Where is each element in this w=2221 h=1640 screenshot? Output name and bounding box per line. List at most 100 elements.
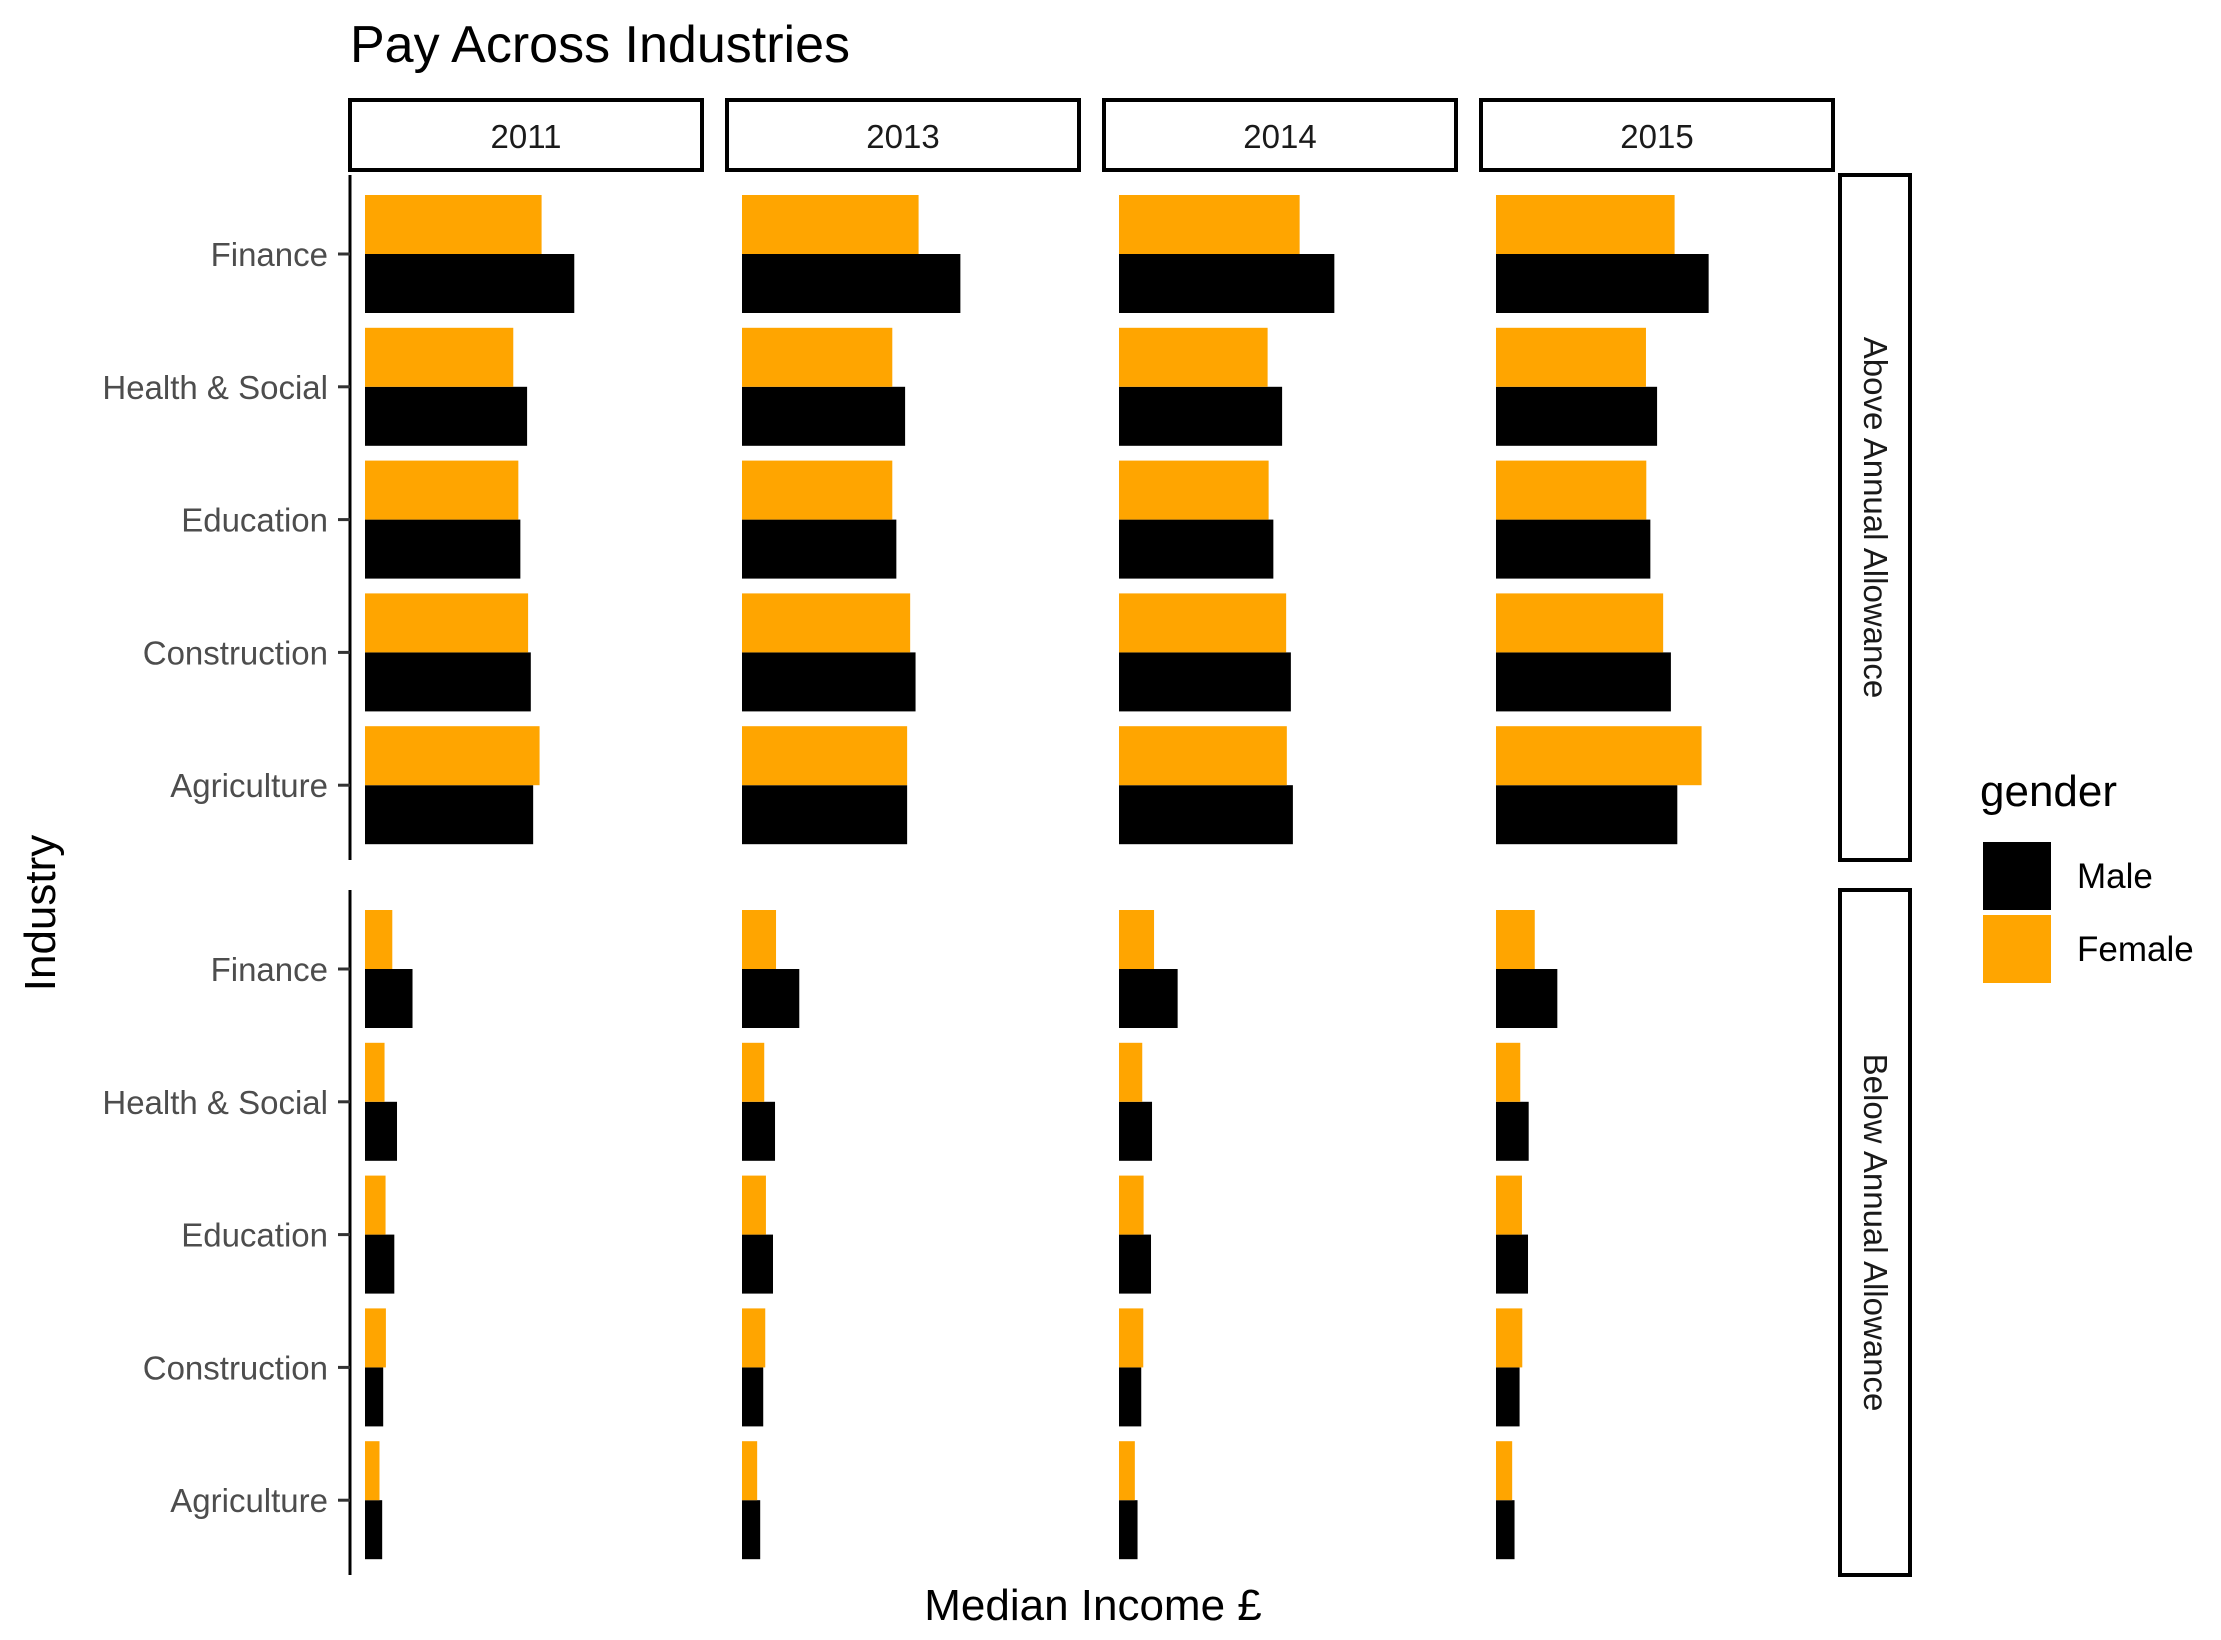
facet-strip-2014 (1102, 98, 1458, 172)
bar-2015-above-annual-allowance-education-male (1496, 519, 1651, 579)
bar-2014-below-annual-allowance-health-and-social-male (1119, 1101, 1153, 1161)
y-tick-label-health-and-social: Health & Social (102, 369, 328, 406)
bar-2013-below-annual-allowance-construction-female (742, 1308, 766, 1368)
bar-2013-below-annual-allowance-education-male (742, 1234, 774, 1294)
x-axis-title: Median Income £ (924, 1581, 1262, 1630)
bar-2013-below-annual-allowance-finance-male (742, 969, 800, 1028)
bar-2011-below-annual-allowance-education-male (365, 1234, 395, 1294)
bar-2013-below-annual-allowance-construction-male (742, 1367, 764, 1427)
bar-2014-below-annual-allowance-construction-male (1119, 1367, 1142, 1427)
bar-2015-above-annual-allowance-health-and-social-female (1496, 327, 1646, 387)
bar-2013-below-annual-allowance-health-and-social-female (742, 1042, 765, 1102)
facet-strip-label-2011: 2011 (491, 118, 562, 155)
bar-2014-below-annual-allowance-education-male (1119, 1234, 1152, 1294)
legend-label-male: Male (2077, 857, 2153, 896)
y-axis-title: Industry (16, 835, 65, 992)
legend: gender Male Female (1980, 767, 2194, 983)
facet-strip-label-2014: 2014 (1243, 118, 1316, 155)
facet-row-label-above-annual-allowance: Above Annual Allowance (1857, 337, 1894, 698)
legend-title: gender (1980, 767, 2117, 816)
bar-2014-below-annual-allowance-health-and-social-female (1119, 1042, 1143, 1102)
y-tick-label-education: Education (181, 502, 328, 539)
bar-2011-above-annual-allowance-construction-male (365, 652, 531, 712)
bar-2014-below-annual-allowance-agriculture-male (1119, 1500, 1138, 1560)
y-tick-label-agriculture: Agriculture (170, 767, 328, 804)
bar-2014-below-annual-allowance-construction-female (1119, 1308, 1144, 1368)
bar-2011-below-annual-allowance-health-and-social-female (365, 1042, 385, 1102)
facet-strip-label-2015: 2015 (1620, 118, 1693, 155)
bar-2011-below-annual-allowance-construction-male (365, 1367, 384, 1427)
bar-2015-below-annual-allowance-finance-male (1496, 969, 1558, 1028)
bar-2013-below-annual-allowance-education-female (742, 1175, 766, 1235)
y-tick-label-health-and-social: Health & Social (102, 1084, 328, 1121)
bar-2014-above-annual-allowance-health-and-social-female (1119, 327, 1268, 387)
bar-2011-above-annual-allowance-education-female (365, 460, 519, 520)
bar-2015-below-annual-allowance-health-and-social-male (1496, 1101, 1529, 1161)
bar-2014-above-annual-allowance-education-male (1119, 519, 1274, 579)
bar-2011-below-annual-allowance-health-and-social-male (365, 1101, 398, 1161)
bar-2015-above-annual-allowance-finance-female (1496, 195, 1675, 254)
bar-2013-above-annual-allowance-health-and-social-female (742, 327, 893, 387)
bar-2013-above-annual-allowance-education-male (742, 519, 897, 579)
bar-2015-above-annual-allowance-construction-female (1496, 593, 1664, 653)
bar-2013-above-annual-allowance-finance-male (742, 254, 961, 313)
bar-2014-above-annual-allowance-agriculture-male (1119, 785, 1293, 845)
bar-2015-above-annual-allowance-health-and-social-male (1496, 386, 1658, 446)
facet-strip-2015 (1479, 98, 1835, 172)
bar-2011-above-annual-allowance-finance-male (365, 254, 575, 313)
bar-2011-below-annual-allowance-finance-male (365, 969, 413, 1028)
y-tick-label-finance: Finance (211, 951, 328, 988)
bar-2013-above-annual-allowance-construction-male (742, 652, 916, 712)
bar-2015-above-annual-allowance-education-female (1496, 460, 1647, 520)
bar-2014-above-annual-allowance-construction-male (1119, 652, 1291, 712)
facet-row-label-below-annual-allowance: Below Annual Allowance (1857, 1054, 1894, 1412)
bar-2011-above-annual-allowance-health-and-social-male (365, 386, 528, 446)
bar-2013-above-annual-allowance-agriculture-female (742, 726, 908, 786)
bar-2013-above-annual-allowance-health-and-social-male (742, 386, 906, 446)
bar-2014-below-annual-allowance-finance-male (1119, 969, 1178, 1028)
bar-2014-below-annual-allowance-education-female (1119, 1175, 1144, 1235)
bar-2011-below-annual-allowance-construction-female (365, 1308, 386, 1368)
bar-2015-above-annual-allowance-finance-male (1496, 254, 1709, 313)
bar-2014-above-annual-allowance-construction-female (1119, 593, 1287, 653)
bar-2014-above-annual-allowance-finance-female (1119, 195, 1300, 254)
bar-2013-below-annual-allowance-finance-female (742, 910, 777, 969)
legend-key-male (1983, 842, 2051, 910)
bar-2014-above-annual-allowance-finance-male (1119, 254, 1335, 313)
bar-2014-below-annual-allowance-finance-female (1119, 910, 1155, 969)
bar-2015-below-annual-allowance-agriculture-female (1496, 1441, 1513, 1501)
facet-strip-label-2013: 2013 (866, 118, 939, 155)
bar-2015-below-annual-allowance-finance-female (1496, 910, 1535, 969)
bar-2014-below-annual-allowance-agriculture-female (1119, 1441, 1135, 1501)
facet-strip-2011 (348, 98, 704, 172)
bar-2013-below-annual-allowance-agriculture-male (742, 1500, 761, 1560)
facet-panels: 2011 2013 2014 2015 Above Annual Allowance Be… (102, 98, 1912, 1577)
bar-2013-below-annual-allowance-agriculture-female (742, 1441, 758, 1501)
bar-2013-above-annual-allowance-agriculture-male (742, 785, 908, 845)
facet-row-strip-below-annual-allowance (1838, 888, 1912, 1577)
bar-2011-below-annual-allowance-finance-female (365, 910, 393, 969)
bar-2015-above-annual-allowance-construction-male (1496, 652, 1671, 712)
y-tick-label-construction: Construction (143, 1349, 328, 1386)
bar-2015-below-annual-allowance-education-male (1496, 1234, 1529, 1294)
bar-2011-above-annual-allowance-education-male (365, 519, 521, 579)
bar-2011-below-annual-allowance-agriculture-female (365, 1441, 380, 1501)
bar-2011-above-annual-allowance-agriculture-male (365, 785, 534, 845)
bar-2013-below-annual-allowance-health-and-social-male (742, 1101, 776, 1161)
bar-2015-below-annual-allowance-health-and-social-female (1496, 1042, 1521, 1102)
bar-2011-below-annual-allowance-education-female (365, 1175, 386, 1235)
bar-2011-below-annual-allowance-agriculture-male (365, 1500, 383, 1560)
bar-2015-below-annual-allowance-construction-male (1496, 1367, 1520, 1427)
bar-2015-below-annual-allowance-construction-female (1496, 1308, 1523, 1368)
bar-2013-above-annual-allowance-finance-female (742, 195, 919, 254)
bar-2011-above-annual-allowance-agriculture-female (365, 726, 540, 786)
legend-key-female (1983, 915, 2051, 983)
y-tick-label-construction: Construction (143, 634, 328, 671)
bar-2015-below-annual-allowance-agriculture-male (1496, 1500, 1515, 1560)
bar-2015-above-annual-allowance-agriculture-male (1496, 785, 1678, 845)
bar-2014-above-annual-allowance-agriculture-female (1119, 726, 1287, 786)
bar-2014-above-annual-allowance-health-and-social-male (1119, 386, 1283, 446)
facet-row-strip-above-annual-allowance (1838, 173, 1912, 862)
bar-2011-above-annual-allowance-health-and-social-female (365, 327, 514, 387)
